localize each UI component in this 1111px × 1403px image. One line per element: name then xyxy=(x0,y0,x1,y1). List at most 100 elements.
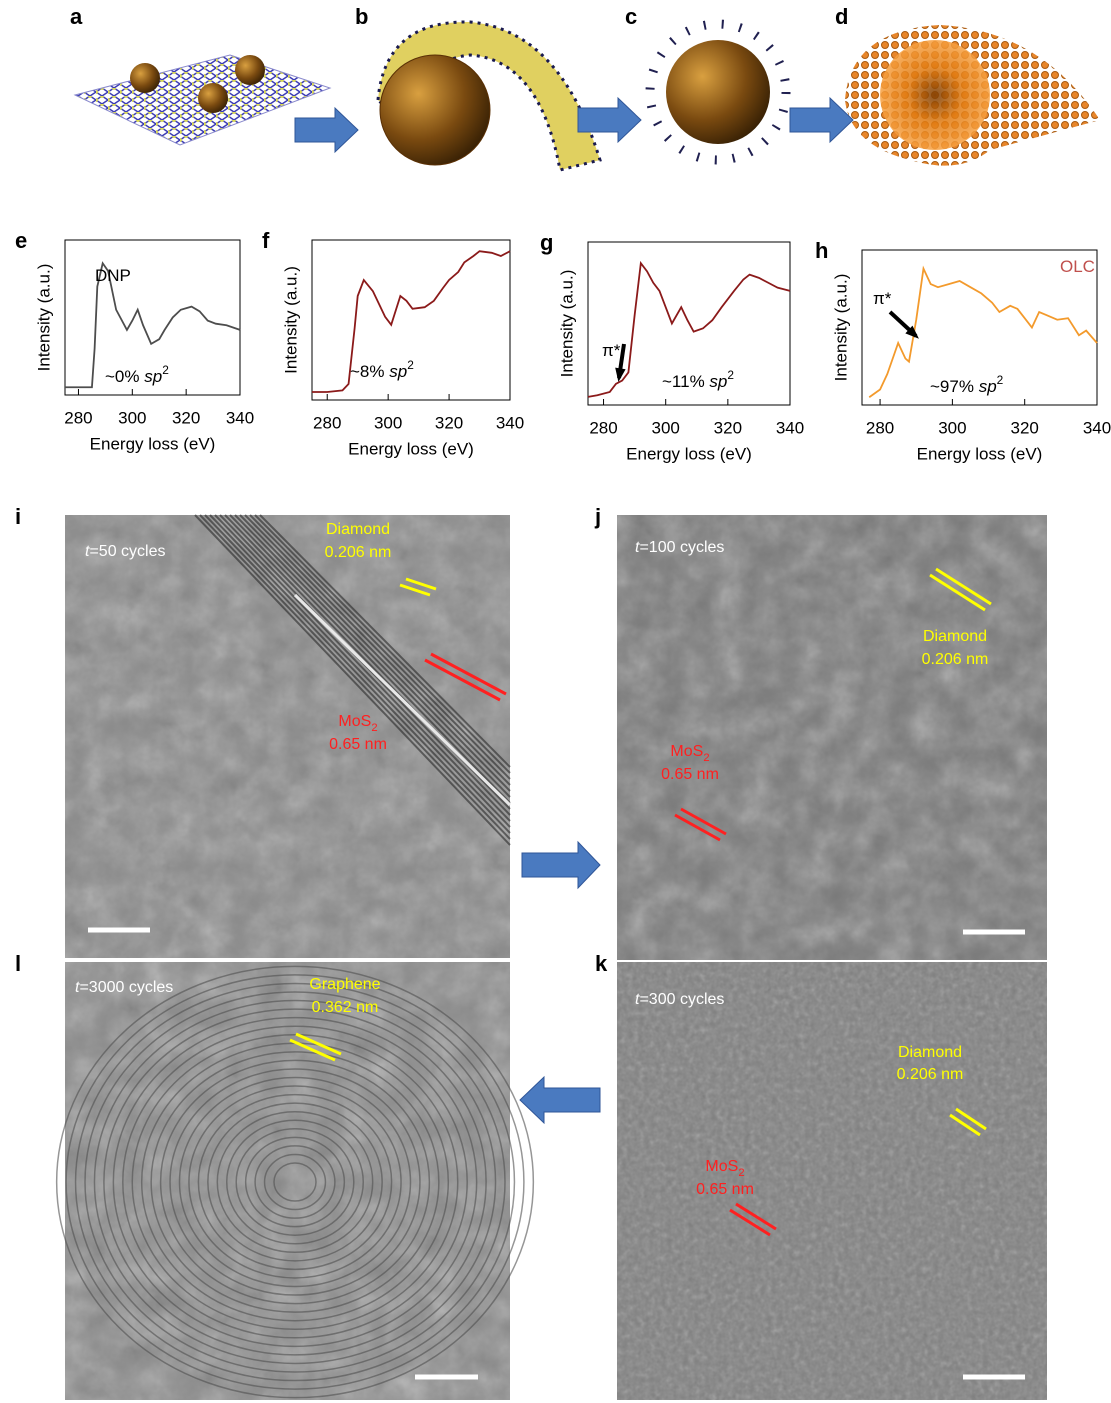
micrograph-texture xyxy=(65,515,510,958)
panel-label: g xyxy=(540,230,553,255)
annotation-part: MoS xyxy=(338,713,371,730)
annotation: π* xyxy=(873,289,892,308)
x-tick-label: 320 xyxy=(714,418,742,437)
annotation-part: ~0% xyxy=(105,367,144,386)
annotation-part: 0.362 nm xyxy=(312,999,379,1016)
panel-label: h xyxy=(815,238,828,263)
annotation-part: 2 xyxy=(162,363,169,377)
annotation: 0.206 nm xyxy=(325,544,392,561)
panel-label: c xyxy=(625,4,637,29)
panel-label: j xyxy=(594,504,601,529)
annotation: 0.65 nm xyxy=(329,736,387,753)
x-tick-label: 300 xyxy=(374,413,402,432)
annotation: Diamond xyxy=(898,1044,962,1061)
x-axis-title: Energy loss (eV) xyxy=(626,444,752,463)
figure: a b c d e280300320340Energy loss (eV)Int… xyxy=(0,0,1111,1403)
panel-label: b xyxy=(355,4,368,29)
annotation: t=100 cycles xyxy=(635,539,724,556)
micrograph: k xyxy=(595,951,1047,1400)
annotation: ~97% sp2 xyxy=(930,373,1004,396)
annotation: t=300 cycles xyxy=(635,991,724,1008)
arrow xyxy=(520,1077,600,1123)
annotation-part: Graphene xyxy=(309,976,380,993)
annotation-part: 0.206 nm xyxy=(897,1066,964,1083)
onion-core xyxy=(880,40,990,150)
panel-label: a xyxy=(70,4,83,29)
annotation: ~8% sp2 xyxy=(350,358,414,381)
annotation-part: 0.65 nm xyxy=(696,1181,754,1198)
y-axis-title: Intensity (a.u.) xyxy=(557,270,576,378)
arrow xyxy=(295,108,358,152)
annotation-part: 0.206 nm xyxy=(922,651,989,668)
annotation: 0.206 nm xyxy=(897,1066,964,1083)
micrograph: l xyxy=(15,951,533,1400)
annotation-part: sp xyxy=(144,367,162,386)
x-tick-label: 280 xyxy=(313,413,341,432)
x-tick-label: 280 xyxy=(866,418,894,437)
particle xyxy=(235,55,265,85)
annotation-part: 2 xyxy=(738,1167,744,1179)
y-axis-title: Intensity (a.u.) xyxy=(34,264,53,372)
x-tick-label: 340 xyxy=(226,408,254,427)
annotation: 0.65 nm xyxy=(696,1181,754,1198)
micrograph-texture xyxy=(617,962,1047,1400)
micrograph: j xyxy=(594,504,1047,960)
annotation-part: sp xyxy=(709,372,727,391)
annotation: Graphene xyxy=(309,976,380,993)
annotation: π* xyxy=(602,341,621,360)
annotation-part: ~11% xyxy=(662,372,709,391)
annotation-part: 2 xyxy=(727,368,734,382)
panel-label: k xyxy=(595,951,608,976)
annotation-part: 0.206 nm xyxy=(325,544,392,561)
annotation-part: π* xyxy=(873,289,892,308)
micrograph-texture xyxy=(617,515,1047,960)
annotation-part: MoS xyxy=(670,743,703,760)
annotation-part: Diamond xyxy=(923,628,987,645)
annotation: t=3000 cycles xyxy=(75,979,173,996)
annotation-part: 2 xyxy=(407,358,414,372)
annotation-part: π* xyxy=(602,341,621,360)
x-tick-label: 320 xyxy=(1011,418,1039,437)
micrograph: i xyxy=(15,504,510,958)
annotation: 0.362 nm xyxy=(312,999,379,1016)
x-tick-label: 340 xyxy=(1083,418,1111,437)
annotation-part: =100 cycles xyxy=(639,539,724,556)
annotation-part: sp xyxy=(979,377,997,396)
annotation: Diamond xyxy=(923,628,987,645)
annotation-part: =300 cycles xyxy=(639,991,724,1008)
y-axis-title: Intensity (a.u.) xyxy=(831,274,850,382)
x-axis-title: Energy loss (eV) xyxy=(348,439,474,458)
particle xyxy=(198,83,228,113)
annotation-part: =3000 cycles xyxy=(79,979,173,996)
annotation-part: 2 xyxy=(703,752,709,764)
particle-cluster xyxy=(380,55,490,165)
x-tick-label: 300 xyxy=(118,408,146,427)
x-tick-label: 320 xyxy=(172,408,200,427)
x-tick-label: 280 xyxy=(64,408,92,427)
x-tick-label: 340 xyxy=(496,413,524,432)
annotation-part: DNP xyxy=(95,266,131,285)
panel-label: i xyxy=(15,504,21,529)
annotation-part: Diamond xyxy=(898,1044,962,1061)
annotation: Diamond xyxy=(326,521,390,538)
annotation-part: ~8% xyxy=(350,362,389,381)
panel-label: e xyxy=(15,228,27,253)
annotation: OLC xyxy=(1060,257,1095,276)
annotation-part: =50 cycles xyxy=(89,543,165,560)
annotation-part: 2 xyxy=(371,722,377,734)
annotation-part: 0.65 nm xyxy=(661,766,719,783)
arrow xyxy=(790,98,853,142)
annotation: 0.65 nm xyxy=(661,766,719,783)
x-tick-label: 280 xyxy=(589,418,617,437)
arrow xyxy=(522,842,600,888)
annotation-part: 2 xyxy=(997,373,1004,387)
annotation-part: sp xyxy=(389,362,407,381)
panel-label: f xyxy=(262,228,270,253)
annotation: 0.206 nm xyxy=(922,651,989,668)
annotation-part: 0.65 nm xyxy=(329,736,387,753)
x-tick-label: 300 xyxy=(652,418,680,437)
x-tick-label: 320 xyxy=(435,413,463,432)
x-tick-label: 300 xyxy=(938,418,966,437)
annotation: ~0% sp2 xyxy=(105,363,169,386)
pi-arrow-head xyxy=(615,368,625,382)
